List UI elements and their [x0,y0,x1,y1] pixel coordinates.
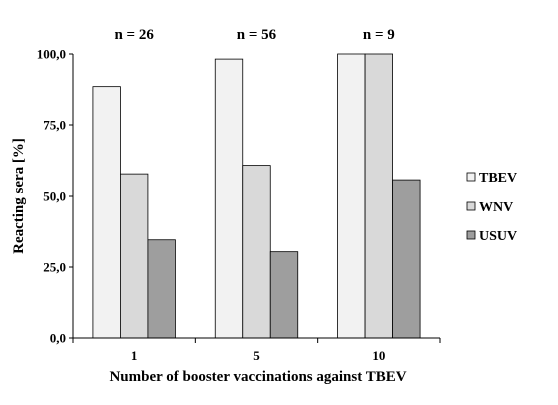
x-tick-label-1: 1 [131,348,138,363]
legend-swatch-tbev [466,172,476,182]
legend-label-usuv: USUV [479,229,517,244]
y-tick-label-1: 25,0 [43,260,66,275]
axes-layer [69,53,441,343]
y-tick-label-4: 100,0 [37,47,66,62]
bar-tbev-5 [214,58,244,339]
y-tick-label-3: 75,0 [43,118,66,133]
legend-swatch-wnv [466,201,476,211]
bar-usuv-1 [147,239,176,339]
legend-swatch-usuv [466,230,476,240]
group-n-label-1: n = 26 [114,27,154,43]
legend-label-wnv: WNV [479,200,513,215]
x-tick-label-5: 5 [253,348,260,363]
bar-wnv-5 [242,165,271,339]
bar-tbev-10 [337,53,366,339]
labels-layer: 1 n = 26 5 n = 56 10 n = 9 0,0 25,0 50,0 75,0 100,… [37,27,395,363]
legend-label-tbev: TBEV [479,171,517,186]
bar-usuv-5 [269,251,299,339]
bar-wnv-1 [120,173,149,339]
y-tick-label-2: 50,0 [43,189,66,204]
bar-usuv-10 [392,179,421,339]
y-axis-title: Reacting sera [%] [11,138,27,254]
group-n-label-10: n = 9 [363,27,395,43]
bars-layer [92,53,421,339]
x-axis-title: Number of booster vaccinations against T… [109,369,406,385]
x-tick-label-10: 10 [372,348,385,363]
legend: TBEV WNV USUV [466,171,517,244]
bar-tbev-1 [92,86,121,339]
group-n-label-5: n = 56 [237,27,277,43]
bar-wnv-10 [364,53,393,339]
y-tick-label-0: 0,0 [50,331,66,346]
